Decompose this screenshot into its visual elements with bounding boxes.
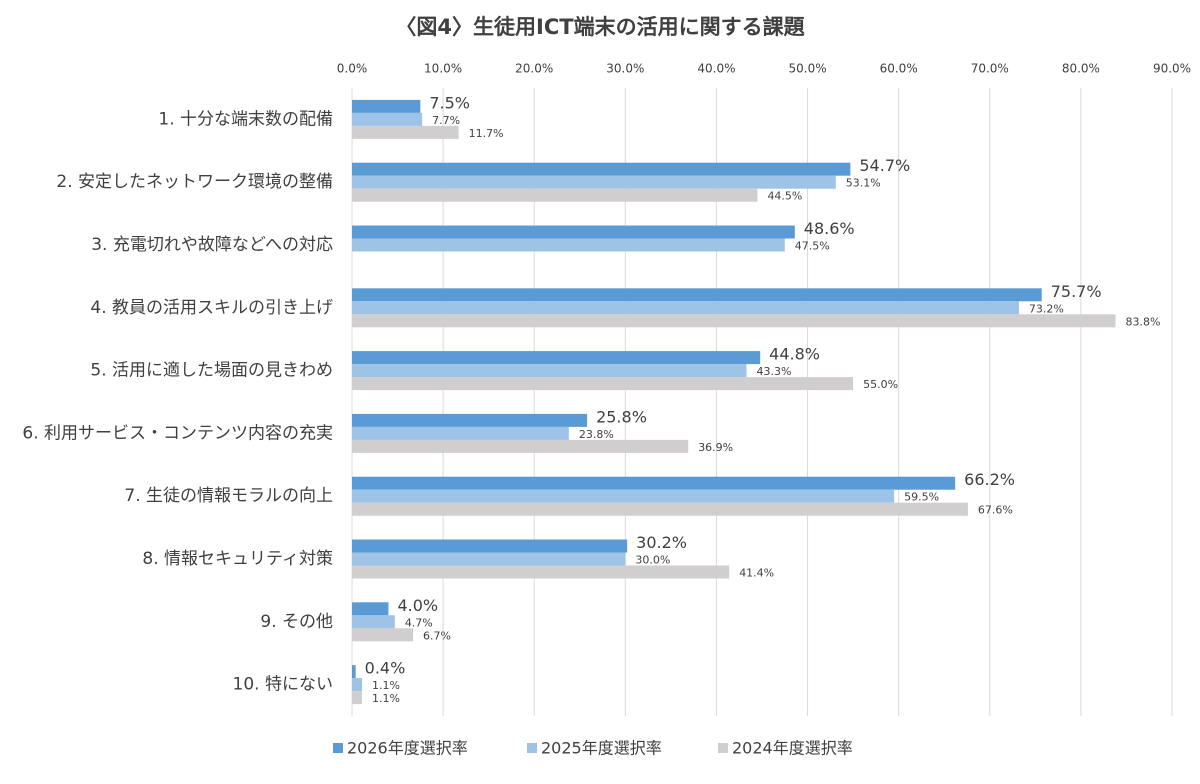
bar [352, 502, 968, 516]
y-tick-label: 7. 生徒の情報モラルの向上 [124, 486, 333, 506]
legend-swatch [718, 743, 728, 753]
bar [352, 225, 795, 239]
data-label: 6.7% [423, 629, 451, 642]
x-tick-label: 0.0% [337, 62, 368, 76]
data-label: 1.1% [372, 679, 400, 692]
y-tick-label: 2. 安定したネットワーク環境の整備 [56, 172, 333, 192]
bar [352, 691, 363, 705]
bar [352, 678, 363, 692]
data-label: 55.0% [863, 378, 898, 391]
legend-label: 2026年度選択率 [347, 739, 468, 758]
bar [352, 552, 626, 566]
x-tick-label: 50.0% [788, 62, 826, 76]
data-label: 53.1% [846, 177, 881, 190]
bar [352, 602, 389, 616]
x-tick-label: 60.0% [880, 62, 918, 76]
data-label: 23.8% [579, 428, 614, 441]
y-tick-label: 3. 充電切れや故障などへの対応 [91, 235, 333, 255]
data-label: 54.7% [859, 156, 910, 175]
x-tick-label: 10.0% [424, 62, 462, 76]
data-label: 7.7% [432, 114, 460, 127]
bar [352, 288, 1042, 302]
data-label: 43.3% [757, 365, 792, 378]
bar [352, 301, 1019, 315]
x-tick-label: 30.0% [606, 62, 644, 76]
data-label: 11.7% [469, 127, 504, 140]
y-tick-label: 5. 活用に適した場面の見きわめ [90, 361, 333, 381]
bar [352, 125, 459, 139]
y-tick-label: 10. 特にない [233, 675, 333, 695]
x-tick-label: 40.0% [697, 62, 735, 76]
y-tick-label: 1. 十分な端末数の配備 [158, 109, 333, 129]
data-label: 67.6% [978, 504, 1013, 517]
bar [352, 314, 1116, 328]
data-label: 25.8% [596, 407, 647, 426]
bar [352, 238, 785, 252]
bar [352, 188, 758, 202]
bar [352, 377, 854, 391]
x-tick-label: 20.0% [515, 62, 553, 76]
data-label: 30.0% [635, 554, 670, 567]
data-label: 44.8% [769, 345, 820, 364]
x-tick-label: 70.0% [971, 62, 1009, 76]
data-label: 75.7% [1051, 282, 1102, 301]
x-tick-label: 90.0% [1153, 62, 1191, 76]
legend-swatch [527, 743, 537, 753]
bar [352, 364, 747, 378]
data-label: 4.0% [397, 596, 438, 615]
data-label: 48.6% [804, 219, 855, 238]
data-label: 30.2% [636, 533, 687, 552]
data-label: 83.8% [1126, 315, 1161, 328]
bar [352, 665, 356, 679]
data-label: 4.7% [405, 616, 433, 629]
bar [352, 476, 956, 490]
bar [352, 351, 761, 365]
legend-label: 2024年度選択率 [732, 739, 853, 758]
bar [352, 162, 851, 176]
bar [352, 413, 588, 427]
data-label: 7.5% [429, 93, 470, 112]
data-label: 0.4% [365, 659, 406, 678]
y-tick-label: 9. その他 [260, 612, 333, 632]
y-tick-label: 4. 教員の活用スキルの引き上げ [90, 298, 333, 318]
legend-swatch [333, 743, 343, 753]
bar [352, 628, 414, 642]
data-label: 36.9% [698, 441, 733, 454]
data-label: 47.5% [795, 240, 830, 253]
bar [352, 539, 628, 553]
y-tick-label: 6. 利用サービス・コンテンツ内容の充実 [22, 423, 333, 443]
data-label: 73.2% [1029, 302, 1064, 315]
bar [352, 112, 423, 126]
data-label: 66.2% [964, 470, 1015, 489]
x-tick-label: 80.0% [1062, 62, 1100, 76]
data-label: 41.4% [739, 567, 774, 580]
data-label: 1.1% [372, 692, 400, 705]
chart-title: 〈図4〉生徒用ICT端末の活用に関する課題 [395, 15, 805, 39]
bar [352, 426, 569, 440]
bar [352, 439, 689, 453]
bar [352, 99, 421, 113]
bar [352, 489, 895, 503]
bar [352, 565, 730, 579]
y-tick-label: 8. 情報セキュリティ対策 [142, 549, 333, 569]
legend-label: 2025年度選択率 [541, 739, 662, 758]
bar [352, 615, 395, 629]
data-label: 44.5% [767, 190, 802, 203]
data-label: 59.5% [904, 491, 939, 504]
bar [352, 175, 836, 189]
